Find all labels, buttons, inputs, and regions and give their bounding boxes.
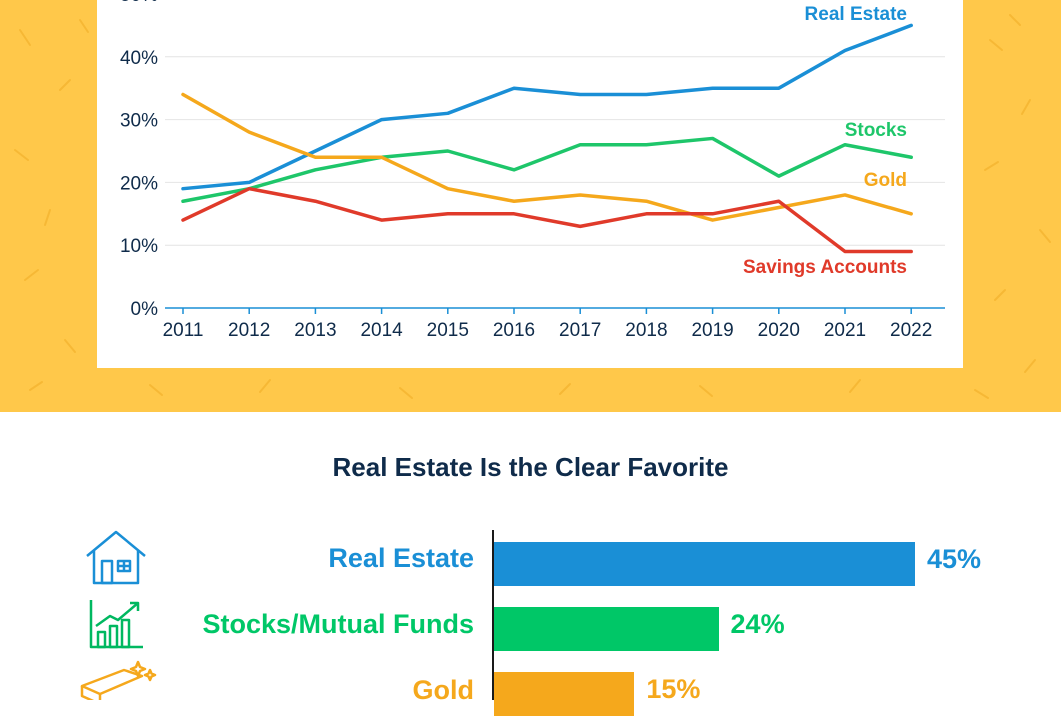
x-tick-label: 2011 [163, 320, 204, 341]
series-line-savings-accounts [181, 186, 913, 254]
growth-chart-icon [89, 600, 143, 649]
bar-label-gold: Gold [412, 675, 475, 705]
x-tick-label: 2017 [559, 320, 601, 341]
series-label-savings-accounts: Savings Accounts [743, 257, 907, 278]
bar-label-stocks-mutual-funds: Stocks/Mutual Funds [202, 609, 474, 639]
x-tick-label: 2012 [228, 320, 270, 341]
series-label-real-estate: Real Estate [805, 4, 907, 25]
gold-bars-icon [80, 660, 157, 700]
bar-value-stocks-mutual-funds: 24% [730, 609, 785, 639]
x-tick-label: 2014 [360, 320, 403, 341]
bar-label-real-estate: Real Estate [328, 543, 474, 573]
y-tick-label: 20% [120, 173, 158, 194]
y-tick-label: 50% [120, 0, 158, 6]
y-tick-label: 30% [120, 111, 158, 132]
bar-gold [494, 672, 635, 716]
bar-chart-title: Real Estate Is the Clear Favorite [332, 452, 729, 482]
series-label-gold: Gold [864, 170, 907, 191]
bar-stocks-mutual-funds [494, 607, 719, 651]
bar-value-gold: 15% [646, 674, 701, 704]
x-tick-label: 2022 [890, 320, 932, 341]
x-tick-label: 2020 [758, 320, 800, 341]
y-tick-label: 10% [120, 236, 158, 257]
bar-chart-section: Real Estate Is the Clear Favorite [0, 412, 1061, 716]
bar-chart-axis [492, 530, 494, 700]
x-tick-label: 2018 [625, 320, 667, 341]
x-tick-label: 2019 [691, 320, 733, 341]
yellow-background-band: 0% 10% 20% 30% 40% 50% 2011 2012 2013 2014 2015 201… [0, 0, 1061, 412]
series-line-gold [181, 92, 913, 222]
decorative-dash-pattern [14, 14, 1051, 399]
house-icon [86, 530, 146, 585]
bar-value-real-estate: 45% [927, 544, 982, 574]
x-tick-label: 2021 [824, 320, 866, 341]
y-tick-label: 40% [120, 48, 158, 69]
line-chart-card: 0% 10% 20% 30% 40% 50% 2011 2012 2013 2014 2015 201… [97, 0, 963, 368]
series-line-real-estate [181, 23, 913, 191]
x-tick-label: 2013 [294, 320, 336, 341]
y-tick-label: 0% [131, 299, 159, 320]
x-tick-label: 2015 [427, 320, 469, 341]
series-line-stocks [181, 136, 913, 203]
x-tick-label: 2016 [493, 320, 535, 341]
series-label-stocks: Stocks [845, 120, 907, 141]
bar-real-estate [494, 542, 915, 586]
line-chart: 0% 10% 20% 30% 40% 50% 2011 2012 2013 2014 2015 201… [120, 0, 945, 341]
